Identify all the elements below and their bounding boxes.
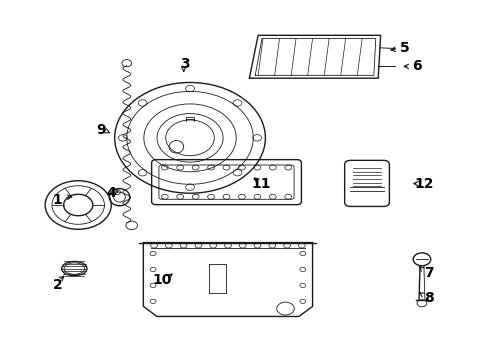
Text: 4: 4 [106, 185, 116, 199]
Text: 12: 12 [414, 176, 433, 190]
Text: 7: 7 [424, 266, 433, 280]
Text: 8: 8 [424, 291, 433, 305]
Text: 10: 10 [152, 273, 171, 287]
Text: 1: 1 [52, 193, 62, 207]
Text: 9: 9 [96, 123, 106, 137]
Text: 11: 11 [251, 176, 271, 190]
Text: 2: 2 [52, 278, 62, 292]
Text: 5: 5 [399, 41, 409, 55]
Text: 6: 6 [411, 59, 421, 73]
Text: 3: 3 [180, 57, 190, 71]
